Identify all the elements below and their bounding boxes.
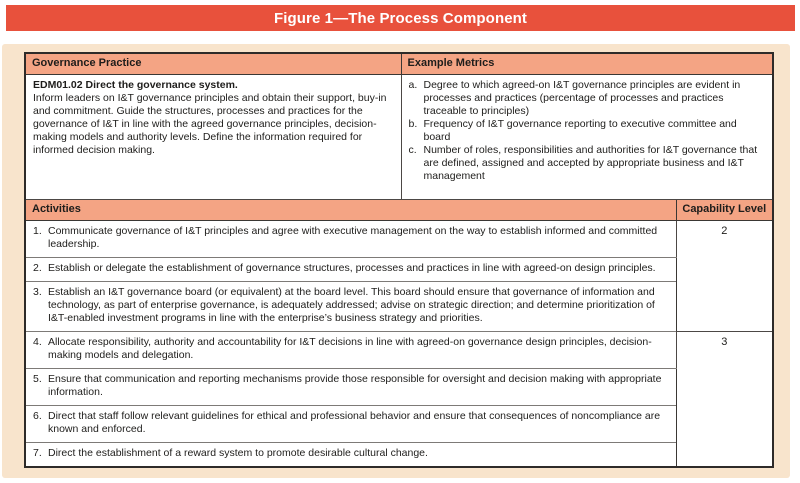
activity-text: Ensure that communication and reporting … xyxy=(48,373,662,398)
activity-cell: 6. Direct that staff follow relevant gui… xyxy=(24,405,677,443)
metric-item: a. Degree to which agreed-on I&T governa… xyxy=(409,79,766,118)
figure-title-bar: Figure 1—The Process Component xyxy=(6,5,795,31)
activity-text: Direct the establishment of a reward sys… xyxy=(48,447,428,459)
activities-header: Activities xyxy=(24,199,677,221)
activity-cell: 5. Ensure that communication and reporti… xyxy=(24,368,677,406)
example-metrics-header: Example Metrics xyxy=(400,52,774,75)
activity-number: 2. xyxy=(33,262,42,274)
capability-level-value: 2 xyxy=(675,220,774,332)
metric-label: c. xyxy=(408,144,417,156)
governance-practice-header: Governance Practice xyxy=(24,52,402,75)
capability-level-value: 3 xyxy=(675,331,774,468)
practice-description: Inform leaders on I&T governance princip… xyxy=(33,92,387,156)
activity-text: Establish or delegate the establishment … xyxy=(48,262,656,274)
activity-text: Allocate responsibility, authority and a… xyxy=(48,336,652,361)
metric-label: a. xyxy=(408,79,418,91)
activity-number: 1. xyxy=(33,225,42,237)
metric-label: b. xyxy=(408,118,418,130)
activity-number: 7. xyxy=(33,447,42,459)
activity-row: 7. Direct the establishment of a reward … xyxy=(24,442,773,468)
activity-cell: 4. Allocate responsibility, authority an… xyxy=(24,331,677,369)
activity-number: 6. xyxy=(33,410,42,422)
activities-header-row: Activities Capability Level xyxy=(24,199,774,221)
activity-row: 4. Allocate responsibility, authority an… xyxy=(24,331,774,468)
activity-number: 3. xyxy=(33,286,42,298)
activity-row: 1. Communicate governance of I&T princip… xyxy=(24,220,774,332)
activity-cell: 3. Establish an I&T governance board (or… xyxy=(24,281,677,332)
activity-text: Communicate governance of I&T principles… xyxy=(48,225,658,250)
practice-name: EDM01.02 Direct the governance system. xyxy=(33,79,238,91)
activity-number: 4. xyxy=(33,336,42,348)
activity-cell: 7. Direct the establishment of a reward … xyxy=(24,442,677,468)
activity-row: 5. Ensure that communication and reporti… xyxy=(24,368,773,406)
metric-text: Degree to which agreed-on I&T governance… xyxy=(423,79,741,117)
activity-cell: 1. Communicate governance of I&T princip… xyxy=(24,220,677,258)
activity-text: Establish an I&T governance board (or eq… xyxy=(48,286,655,324)
activity-cell: 2. Establish or delegate the establishme… xyxy=(24,257,677,282)
metric-text: Frequency of I&T governance reporting to… xyxy=(423,118,737,143)
example-metrics-cell: a. Degree to which agreed-on I&T governa… xyxy=(400,74,774,200)
activity-row: 6. Direct that staff follow relevant gui… xyxy=(24,405,773,443)
activity-number: 5. xyxy=(33,373,42,385)
activity-text: Direct that staff follow relevant guidel… xyxy=(48,410,661,435)
figure-panel: Governance Practice Example Metrics EDM0… xyxy=(2,44,790,478)
figure-title: Figure 1—The Process Component xyxy=(273,9,528,27)
activity-row: 2. Establish or delegate the establishme… xyxy=(24,257,773,282)
metric-item: c. Number of roles, responsibilities and… xyxy=(409,144,766,183)
practice-row: EDM01.02 Direct the governance system. I… xyxy=(24,74,774,200)
activity-row: 3. Establish an I&T governance board (or… xyxy=(24,281,773,332)
metric-item: b. Frequency of I&T governance reporting… xyxy=(409,118,766,144)
capability-level-header: Capability Level xyxy=(675,199,774,221)
metric-text: Number of roles, responsibilities and au… xyxy=(423,144,758,182)
table-header-row: Governance Practice Example Metrics xyxy=(24,52,774,75)
process-component-table: Governance Practice Example Metrics EDM0… xyxy=(24,52,775,468)
governance-practice-cell: EDM01.02 Direct the governance system. I… xyxy=(24,74,402,200)
